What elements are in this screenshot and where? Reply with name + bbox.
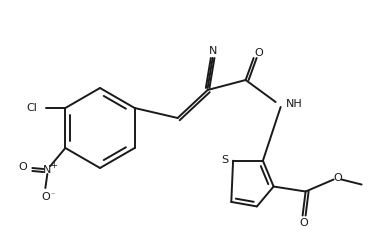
Text: S: S bbox=[221, 155, 228, 165]
Text: N: N bbox=[43, 165, 52, 175]
Text: O: O bbox=[18, 162, 27, 172]
Text: NH: NH bbox=[286, 99, 303, 109]
Text: N: N bbox=[208, 46, 217, 56]
Text: O: O bbox=[41, 192, 50, 202]
Text: ⁻: ⁻ bbox=[50, 191, 54, 199]
Text: O: O bbox=[254, 48, 263, 58]
Text: O: O bbox=[333, 173, 342, 182]
Text: +: + bbox=[50, 161, 57, 169]
Text: Cl: Cl bbox=[26, 103, 38, 113]
Text: O: O bbox=[299, 217, 308, 228]
